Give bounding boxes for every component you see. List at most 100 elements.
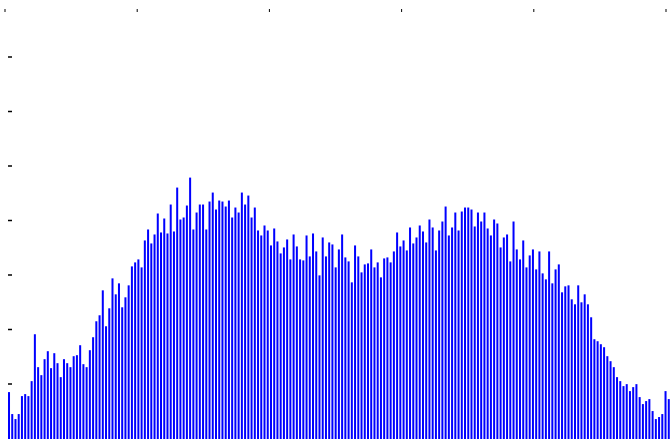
bar bbox=[509, 261, 512, 439]
bar bbox=[305, 235, 308, 439]
bar bbox=[606, 356, 609, 439]
bar bbox=[525, 267, 528, 439]
bar bbox=[625, 384, 628, 439]
bar bbox=[150, 243, 153, 439]
bar bbox=[366, 263, 369, 439]
bar bbox=[389, 262, 392, 439]
bar bbox=[8, 392, 11, 439]
bar bbox=[205, 229, 208, 439]
bar bbox=[531, 249, 534, 439]
bar bbox=[405, 250, 408, 439]
bar bbox=[473, 226, 476, 439]
bar bbox=[580, 302, 583, 439]
bar bbox=[295, 246, 298, 439]
bar bbox=[43, 359, 46, 439]
bar bbox=[493, 219, 496, 439]
bar bbox=[92, 337, 95, 439]
bar bbox=[40, 375, 43, 439]
bar bbox=[263, 225, 266, 439]
bar bbox=[357, 256, 360, 439]
bar bbox=[360, 272, 363, 439]
bar bbox=[56, 363, 59, 439]
bar bbox=[166, 233, 169, 439]
bar bbox=[234, 207, 237, 439]
bar bbox=[499, 247, 502, 439]
bar bbox=[334, 267, 337, 439]
bar bbox=[638, 397, 641, 439]
bar bbox=[95, 321, 98, 439]
bar bbox=[72, 356, 75, 439]
bar bbox=[641, 404, 644, 439]
bar bbox=[564, 286, 567, 439]
bar bbox=[431, 227, 434, 439]
bar bbox=[17, 414, 20, 439]
bar bbox=[386, 257, 389, 439]
bar bbox=[486, 228, 489, 439]
bar bbox=[101, 290, 104, 439]
bar bbox=[79, 345, 82, 439]
bar bbox=[519, 259, 522, 439]
bar bbox=[33, 334, 36, 439]
bar bbox=[434, 250, 437, 439]
bar bbox=[464, 207, 467, 439]
bar bbox=[451, 227, 454, 439]
bar bbox=[609, 361, 612, 439]
bar bbox=[541, 273, 544, 439]
bar bbox=[341, 234, 344, 439]
bar bbox=[344, 257, 347, 439]
bar bbox=[396, 232, 399, 439]
bar bbox=[14, 419, 17, 439]
bar bbox=[593, 339, 596, 439]
bar bbox=[214, 209, 217, 439]
bar bbox=[480, 221, 483, 439]
bar bbox=[198, 204, 201, 439]
bar bbox=[557, 264, 560, 439]
bar bbox=[276, 241, 279, 439]
bar bbox=[328, 242, 331, 439]
bar bbox=[105, 326, 108, 439]
bar bbox=[535, 269, 538, 439]
bar bbox=[312, 233, 315, 439]
bar bbox=[402, 240, 405, 439]
bar bbox=[596, 341, 599, 439]
bar bbox=[88, 350, 91, 439]
bar bbox=[147, 229, 150, 439]
bar bbox=[438, 230, 441, 439]
bar bbox=[350, 282, 353, 439]
bar bbox=[240, 192, 243, 439]
bar bbox=[496, 223, 499, 439]
bar bbox=[247, 195, 250, 439]
bar bbox=[20, 396, 23, 439]
bar bbox=[370, 249, 373, 439]
bar bbox=[24, 394, 27, 439]
bar bbox=[645, 401, 648, 439]
bar bbox=[59, 377, 62, 439]
bar bbox=[528, 255, 531, 439]
bar bbox=[227, 200, 230, 439]
bar bbox=[289, 259, 292, 439]
bar bbox=[522, 240, 525, 439]
bar bbox=[661, 414, 664, 439]
bar bbox=[66, 363, 69, 439]
bar bbox=[221, 201, 224, 439]
bar bbox=[409, 227, 412, 439]
bar bbox=[292, 234, 295, 439]
bar bbox=[127, 285, 130, 439]
bar bbox=[179, 219, 182, 439]
bar bbox=[632, 387, 635, 439]
bar bbox=[538, 251, 541, 439]
bar bbox=[577, 285, 580, 439]
bar bbox=[483, 212, 486, 439]
bar bbox=[192, 229, 195, 439]
bar bbox=[121, 307, 124, 439]
bar bbox=[363, 264, 366, 439]
bar bbox=[376, 262, 379, 439]
bar bbox=[153, 234, 156, 439]
bar bbox=[114, 294, 117, 439]
bar bbox=[583, 294, 586, 439]
bar bbox=[250, 217, 253, 439]
bar bbox=[457, 230, 460, 439]
bar bbox=[269, 245, 272, 439]
bar bbox=[441, 221, 444, 439]
bar bbox=[354, 245, 357, 439]
